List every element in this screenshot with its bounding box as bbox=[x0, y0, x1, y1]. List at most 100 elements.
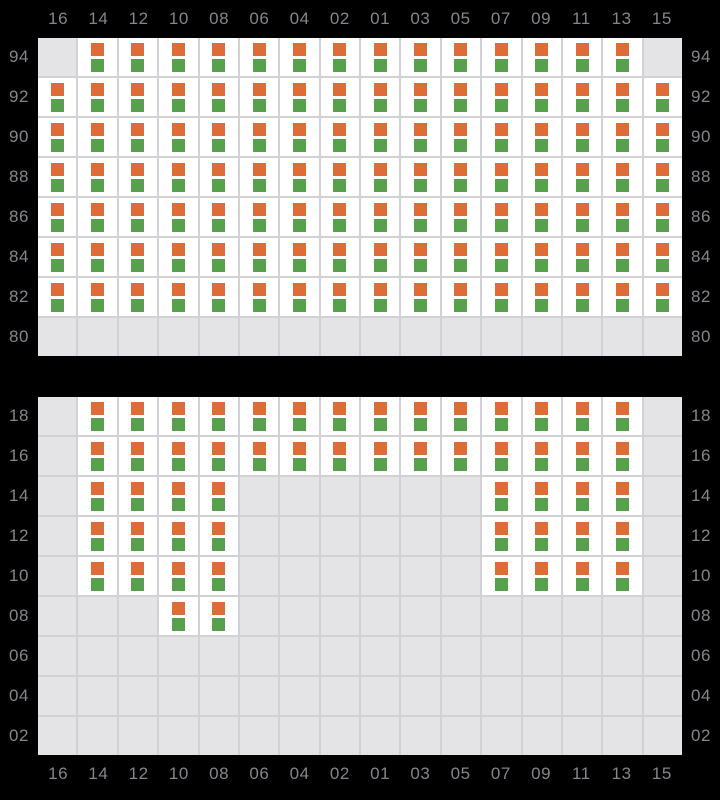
cell-available-84-13[interactable] bbox=[603, 238, 642, 276]
cell-available-82-01[interactable] bbox=[361, 278, 400, 316]
cell-available-94-08[interactable] bbox=[199, 38, 238, 76]
cell-available-88-07[interactable] bbox=[482, 158, 521, 196]
cell-available-16-09[interactable] bbox=[522, 437, 561, 475]
cell-available-18-11[interactable] bbox=[562, 397, 602, 435]
cell-available-92-13[interactable] bbox=[603, 78, 642, 116]
cell-available-12-09[interactable] bbox=[522, 517, 561, 555]
cell-available-12-12[interactable] bbox=[118, 517, 158, 555]
cell-available-84-01[interactable] bbox=[361, 238, 400, 276]
cell-available-18-09[interactable] bbox=[522, 397, 561, 435]
cell-available-90-02[interactable] bbox=[320, 118, 359, 156]
cell-available-82-15[interactable] bbox=[643, 278, 682, 316]
cell-available-86-12[interactable] bbox=[118, 198, 158, 236]
cell-available-82-07[interactable] bbox=[482, 278, 521, 316]
cell-available-82-16[interactable] bbox=[38, 278, 77, 316]
cell-available-94-03[interactable] bbox=[401, 38, 440, 76]
cell-available-94-02[interactable] bbox=[320, 38, 359, 76]
cell-available-92-07[interactable] bbox=[482, 78, 521, 116]
cell-available-82-03[interactable] bbox=[401, 278, 440, 316]
cell-available-18-13[interactable] bbox=[603, 397, 642, 435]
cell-available-16-06[interactable] bbox=[239, 437, 279, 475]
cell-available-16-14[interactable] bbox=[78, 437, 117, 475]
cell-available-92-12[interactable] bbox=[118, 78, 158, 116]
cell-available-84-05[interactable] bbox=[441, 238, 481, 276]
cell-available-82-11[interactable] bbox=[562, 278, 602, 316]
cell-available-82-09[interactable] bbox=[522, 278, 561, 316]
cell-available-94-11[interactable] bbox=[562, 38, 602, 76]
cell-available-14-14[interactable] bbox=[78, 477, 117, 515]
cell-available-16-10[interactable] bbox=[159, 437, 198, 475]
cell-available-90-14[interactable] bbox=[78, 118, 117, 156]
cell-available-88-13[interactable] bbox=[603, 158, 642, 196]
cell-available-90-03[interactable] bbox=[401, 118, 440, 156]
cell-available-84-07[interactable] bbox=[482, 238, 521, 276]
cell-available-10-13[interactable] bbox=[603, 557, 642, 595]
cell-available-16-12[interactable] bbox=[118, 437, 158, 475]
cell-available-88-15[interactable] bbox=[643, 158, 682, 196]
cell-available-10-10[interactable] bbox=[159, 557, 198, 595]
cell-available-90-15[interactable] bbox=[643, 118, 682, 156]
cell-available-90-10[interactable] bbox=[159, 118, 198, 156]
cell-available-86-07[interactable] bbox=[482, 198, 521, 236]
cell-available-92-09[interactable] bbox=[522, 78, 561, 116]
cell-available-86-15[interactable] bbox=[643, 198, 682, 236]
cell-available-88-04[interactable] bbox=[280, 158, 319, 196]
cell-available-84-16[interactable] bbox=[38, 238, 77, 276]
cell-available-92-05[interactable] bbox=[441, 78, 481, 116]
cell-available-90-07[interactable] bbox=[482, 118, 521, 156]
cell-available-12-14[interactable] bbox=[78, 517, 117, 555]
cell-available-88-08[interactable] bbox=[199, 158, 238, 196]
cell-available-94-05[interactable] bbox=[441, 38, 481, 76]
cell-available-84-06[interactable] bbox=[239, 238, 279, 276]
cell-available-16-11[interactable] bbox=[562, 437, 602, 475]
cell-available-82-05[interactable] bbox=[441, 278, 481, 316]
cell-available-88-12[interactable] bbox=[118, 158, 158, 196]
cell-available-86-14[interactable] bbox=[78, 198, 117, 236]
cell-available-14-10[interactable] bbox=[159, 477, 198, 515]
cell-available-90-13[interactable] bbox=[603, 118, 642, 156]
cell-available-86-01[interactable] bbox=[361, 198, 400, 236]
cell-available-90-11[interactable] bbox=[562, 118, 602, 156]
cell-available-86-06[interactable] bbox=[239, 198, 279, 236]
cell-available-88-10[interactable] bbox=[159, 158, 198, 196]
cell-available-18-04[interactable] bbox=[280, 397, 319, 435]
cell-available-90-08[interactable] bbox=[199, 118, 238, 156]
cell-available-10-14[interactable] bbox=[78, 557, 117, 595]
cell-available-14-07[interactable] bbox=[482, 477, 521, 515]
cell-available-88-03[interactable] bbox=[401, 158, 440, 196]
cell-available-94-06[interactable] bbox=[239, 38, 279, 76]
cell-available-18-12[interactable] bbox=[118, 397, 158, 435]
cell-available-84-03[interactable] bbox=[401, 238, 440, 276]
cell-available-94-14[interactable] bbox=[78, 38, 117, 76]
cell-available-92-03[interactable] bbox=[401, 78, 440, 116]
cell-available-18-03[interactable] bbox=[401, 397, 440, 435]
cell-available-84-10[interactable] bbox=[159, 238, 198, 276]
cell-available-16-13[interactable] bbox=[603, 437, 642, 475]
cell-available-10-11[interactable] bbox=[562, 557, 602, 595]
cell-available-82-08[interactable] bbox=[199, 278, 238, 316]
cell-available-92-02[interactable] bbox=[320, 78, 359, 116]
cell-available-16-04[interactable] bbox=[280, 437, 319, 475]
cell-available-10-09[interactable] bbox=[522, 557, 561, 595]
cell-available-84-11[interactable] bbox=[562, 238, 602, 276]
cell-available-92-10[interactable] bbox=[159, 78, 198, 116]
cell-available-16-02[interactable] bbox=[320, 437, 359, 475]
cell-available-16-03[interactable] bbox=[401, 437, 440, 475]
cell-available-08-10[interactable] bbox=[159, 597, 198, 635]
cell-available-90-01[interactable] bbox=[361, 118, 400, 156]
cell-available-18-05[interactable] bbox=[441, 397, 481, 435]
cell-available-18-06[interactable] bbox=[239, 397, 279, 435]
cell-available-92-14[interactable] bbox=[78, 78, 117, 116]
cell-available-10-08[interactable] bbox=[199, 557, 238, 595]
cell-available-90-09[interactable] bbox=[522, 118, 561, 156]
cell-available-82-04[interactable] bbox=[280, 278, 319, 316]
cell-available-08-08[interactable] bbox=[199, 597, 238, 635]
cell-available-84-08[interactable] bbox=[199, 238, 238, 276]
cell-available-14-09[interactable] bbox=[522, 477, 561, 515]
cell-available-82-06[interactable] bbox=[239, 278, 279, 316]
cell-available-16-08[interactable] bbox=[199, 437, 238, 475]
cell-available-90-06[interactable] bbox=[239, 118, 279, 156]
cell-available-12-07[interactable] bbox=[482, 517, 521, 555]
cell-available-82-14[interactable] bbox=[78, 278, 117, 316]
cell-available-14-11[interactable] bbox=[562, 477, 602, 515]
